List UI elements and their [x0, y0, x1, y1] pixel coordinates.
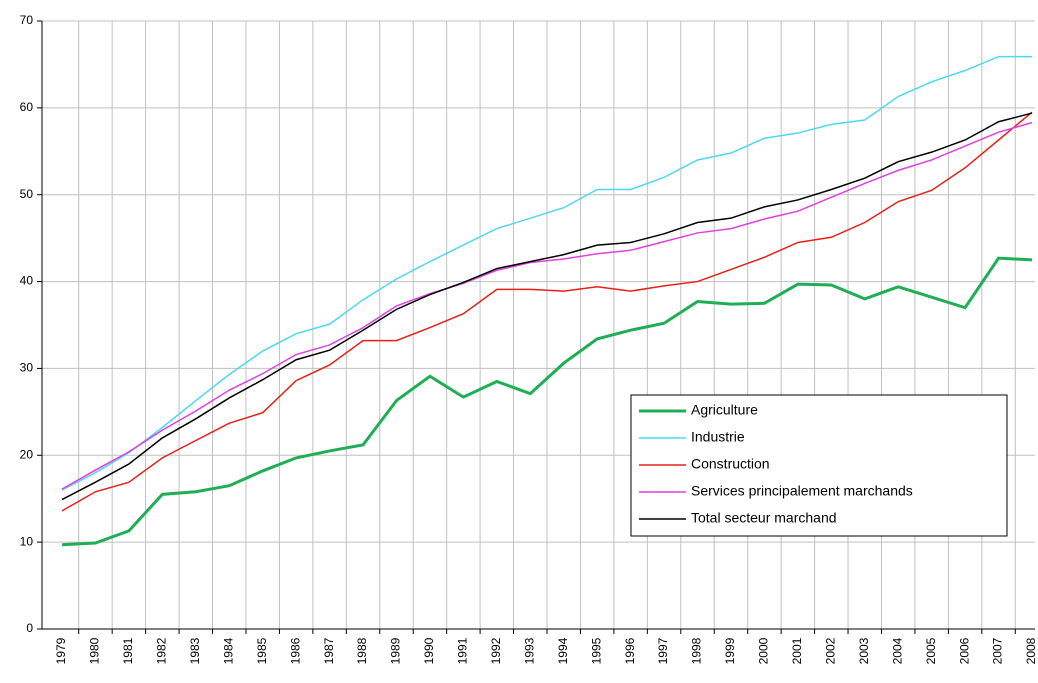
series-line [61, 256, 1033, 547]
x-tick-label: 2006 [957, 637, 971, 664]
legend-label: Construction [691, 456, 770, 472]
y-tick-label: 30 [20, 361, 34, 375]
x-tick-label: 1993 [522, 637, 536, 664]
x-tick-label: 2002 [823, 637, 837, 664]
x-tick-label: 1986 [288, 637, 302, 664]
series-line [61, 111, 1033, 512]
x-tick-label: 1982 [155, 637, 169, 664]
legend-label: Total secteur marchand [691, 510, 837, 526]
x-tick-label: 1989 [389, 637, 403, 664]
x-tick-label: 1988 [355, 637, 369, 664]
legend-box [630, 394, 1008, 537]
x-tick-label: 1981 [121, 637, 135, 664]
x-tick-label: 2001 [790, 637, 804, 664]
x-tick-label: 1984 [221, 637, 235, 664]
y-tick-label: 60 [20, 100, 34, 114]
series-line [61, 55, 1032, 491]
y-tick-label: 70 [20, 13, 34, 27]
legend-label: Agriculture [691, 402, 758, 418]
x-tick-label: 2000 [757, 637, 771, 664]
series-line [61, 121, 1033, 490]
x-tick-label: 2003 [857, 637, 871, 664]
x-tick-label: 1991 [456, 637, 470, 664]
x-tick-label: 1985 [255, 637, 269, 664]
x-tick-label: 1992 [489, 637, 503, 664]
x-tick-label: 1997 [656, 637, 670, 664]
x-tick-label: 1979 [54, 637, 68, 664]
x-tick-label: 1987 [322, 637, 336, 664]
x-tick-label: 1994 [556, 637, 570, 664]
x-tick-label: 1999 [723, 637, 737, 664]
y-tick-label: 20 [20, 447, 34, 461]
x-tick-label: 2004 [890, 637, 904, 664]
x-tick-label: 1983 [188, 637, 202, 664]
x-tick-label: 1996 [623, 637, 637, 664]
y-tick-label: 10 [20, 534, 34, 548]
x-tick-label: 2005 [924, 637, 938, 664]
x-tick-label: 1995 [589, 637, 603, 664]
x-tick-label: 2007 [991, 637, 1005, 664]
y-tick-label: 50 [20, 187, 34, 201]
x-tick-label: 1980 [88, 637, 102, 664]
x-tick-label: 1998 [690, 637, 704, 664]
x-tick-label: 2008 [1024, 637, 1038, 664]
series-line [61, 112, 1033, 501]
x-tick-label: 1990 [422, 637, 436, 664]
y-tick-label: 40 [20, 274, 34, 288]
legend-label: Services principalement marchands [691, 483, 913, 499]
legend-label: Industrie [691, 429, 745, 445]
y-tick-label: 0 [26, 621, 33, 635]
